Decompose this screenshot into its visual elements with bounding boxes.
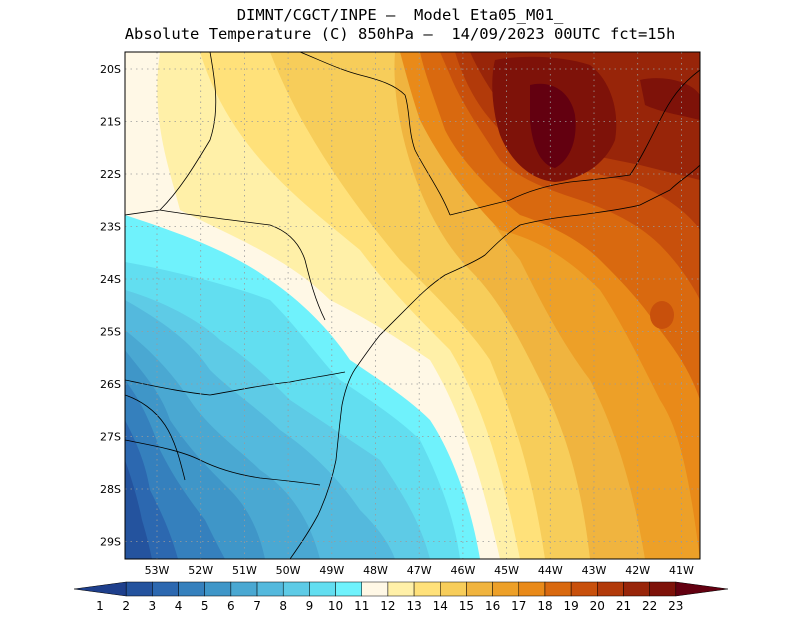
colorbar-swatch	[282, 581, 310, 597]
colorbar-swatch	[178, 581, 205, 597]
lon-label: 47W	[407, 564, 432, 577]
field-2	[125, 460, 152, 559]
colorbar-swatch	[230, 581, 258, 597]
colorbar-swatch	[623, 581, 650, 597]
border-west	[125, 394, 186, 481]
colorbar-swatch	[492, 581, 520, 597]
colorbar-swatch	[570, 581, 598, 597]
lon-label: 41W	[669, 564, 694, 577]
lat-label: 20S	[100, 63, 121, 76]
colorbar-label: 18	[537, 599, 552, 613]
colorbar-label: 8	[279, 599, 287, 613]
map-frame	[124, 51, 701, 560]
coastline	[289, 164, 700, 559]
colorbar-label: 20	[590, 599, 605, 613]
lon-label: 46W	[450, 564, 475, 577]
colorbar-label: 10	[328, 599, 343, 613]
lat-label: 28S	[100, 483, 121, 496]
colorbar-swatch	[309, 581, 336, 597]
lon-label: 53W	[145, 564, 170, 577]
lon-label: 51W	[232, 564, 257, 577]
colorbar-label: 9	[306, 599, 314, 613]
lat-label: 21S	[100, 116, 121, 129]
colorbar-swatch	[387, 581, 415, 597]
colorbar-label: 7	[253, 599, 261, 613]
colorbar-swatch	[466, 581, 493, 597]
colorbar-swatch	[335, 581, 362, 597]
colorbar-swatch	[518, 581, 546, 597]
lat-axis: 20S 21S 22S 23S 24S 25S 26S 27S 28S 29S	[100, 63, 121, 549]
lon-label: 45W	[494, 564, 519, 577]
colorbar-label: 21	[616, 599, 631, 613]
colorbar-swatch	[125, 581, 153, 597]
lat-label: 23S	[100, 221, 121, 234]
colorbar-label: 6	[227, 599, 235, 613]
border-pr-north	[159, 209, 326, 321]
field-22b	[640, 78, 700, 120]
lon-label: 49W	[319, 564, 344, 577]
colorbar-label: 4	[175, 599, 183, 613]
colorbar-label: 17	[511, 599, 526, 613]
border-mg-es	[629, 69, 700, 176]
lon-label: 52W	[188, 564, 213, 577]
colorbar-swatch	[649, 581, 677, 597]
colorbar-swatch	[256, 581, 284, 597]
colorbar-swatch	[440, 581, 467, 597]
colorbar-label: 5	[201, 599, 209, 613]
colorbar-label: 12	[380, 599, 395, 613]
lat-label: 29S	[100, 536, 121, 549]
colorbar-label: 23	[668, 599, 683, 613]
colorbar-label: 11	[354, 599, 369, 613]
colorbar-swatch	[413, 581, 441, 597]
colorbar-swatch	[361, 581, 389, 597]
border-ms-sp	[125, 52, 217, 216]
lon-axis: 53W 52W 51W 50W 49W 48W 47W 46W 45W 44W 43W 42W 41W	[145, 564, 694, 577]
border-sc-rs	[125, 439, 321, 486]
colorbar-label: 14	[433, 599, 448, 613]
temperature-field	[125, 52, 700, 559]
colorbar-label: 2	[122, 599, 130, 613]
colorbar-swatch	[152, 581, 179, 597]
chart-title-line2: Absolute Temperature (C) 850hPa – 14/09/…	[124, 25, 676, 43]
grid	[125, 52, 700, 559]
border-pr-sc	[125, 371, 346, 396]
colorbar-swatch	[675, 581, 729, 597]
colorbar-swatch	[73, 581, 127, 597]
lat-label: 25S	[100, 326, 121, 339]
lat-label: 22S	[100, 168, 121, 181]
colorbar-label: 13	[406, 599, 421, 613]
lon-label: 44W	[538, 564, 563, 577]
lat-label: 26S	[100, 378, 121, 391]
lon-label: 48W	[363, 564, 388, 577]
lat-label: 24S	[100, 273, 121, 286]
colorbar-label: 16	[485, 599, 500, 613]
field-19b	[650, 301, 674, 329]
lon-label: 43W	[582, 564, 607, 577]
colorbar-swatch	[544, 581, 572, 597]
colorbar-label: 15	[459, 599, 474, 613]
lat-label: 27S	[100, 431, 121, 444]
colorbar-label: 22	[642, 599, 657, 613]
border-sp-mg	[299, 52, 451, 216]
chart-title-line1: DIMNT/CGCT/INPE – Model Eta05_M01_	[236, 6, 564, 24]
colorbar-label: 1	[96, 599, 104, 613]
colorbar-swatch	[204, 581, 232, 597]
colorbar-swatch	[597, 581, 624, 597]
colorbar: 1 2 3 4 5 6 7 8 9 10 11 12 13 14 15 16 17 18 19 20 21 22 23	[73, 581, 729, 613]
lon-label: 50W	[276, 564, 301, 577]
boundaries	[125, 52, 700, 559]
lon-label: 42W	[625, 564, 650, 577]
field-23	[530, 83, 576, 168]
colorbar-label: 19	[563, 599, 578, 613]
border-mg-rj	[449, 174, 631, 216]
colorbar-label: 3	[149, 599, 157, 613]
